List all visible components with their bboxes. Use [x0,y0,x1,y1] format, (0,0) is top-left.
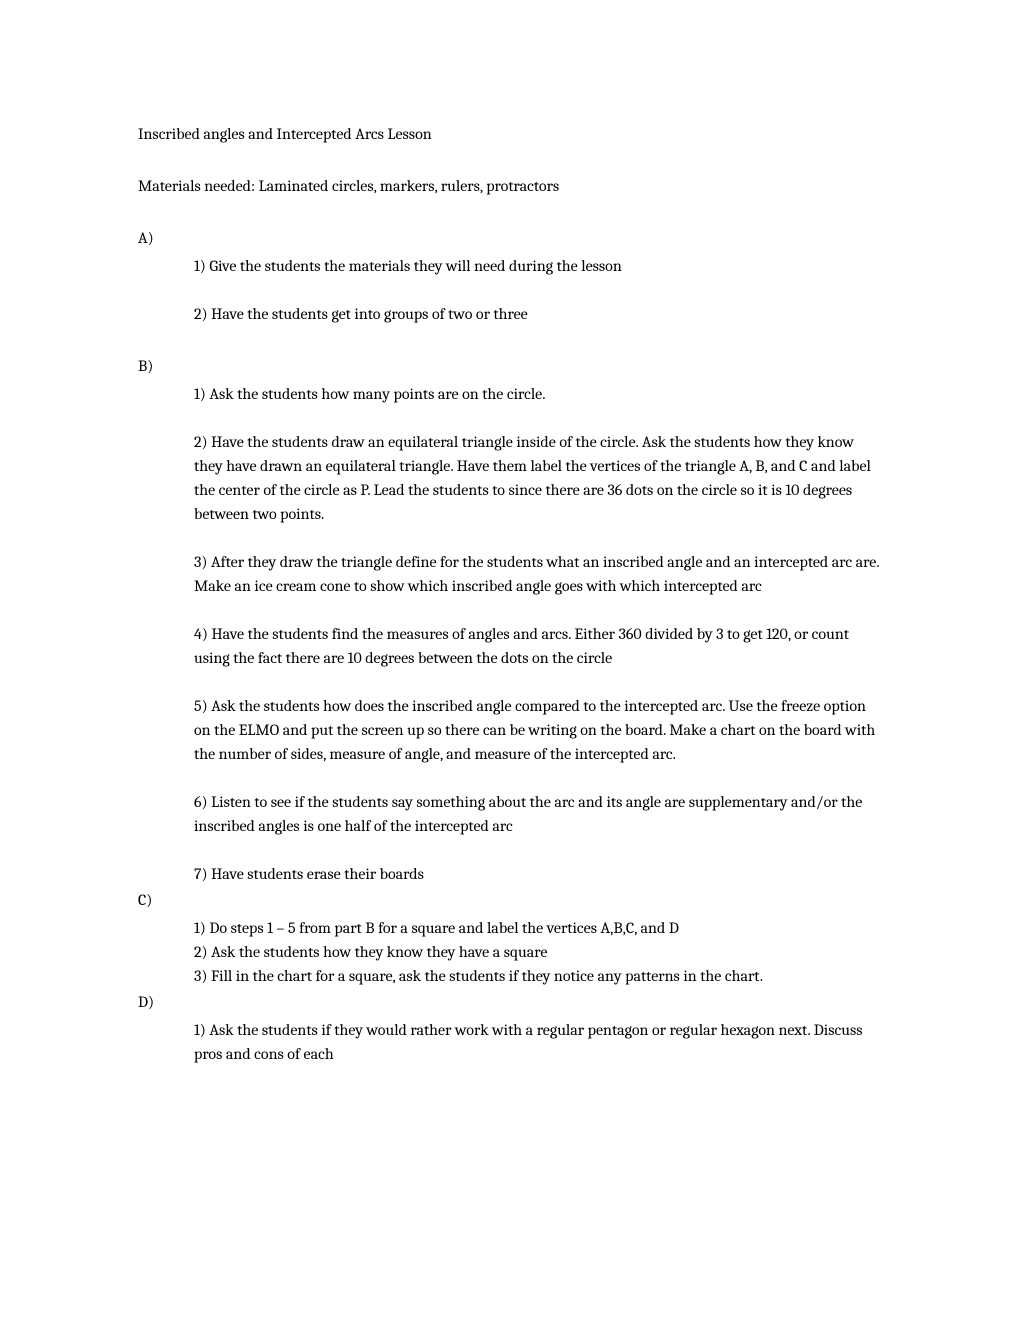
section-d-content: 1) Ask the students if they would rather… [138,1018,882,1066]
section-b-item-7: 7) Have students erase their boards [194,862,882,886]
section-b-item-5: 5) Ask the students how does the inscrib… [194,694,882,766]
section-d: D) 1) Ask the students if they would rat… [138,990,882,1066]
section-b-label: B) [138,354,882,378]
section-a-label: A) [138,226,882,250]
section-c-label: C) [138,888,882,912]
section-b: B) 1) Ask the students how many points a… [138,354,882,886]
section-c-item-2: 2) Ask the students how they know they h… [194,940,882,964]
section-a-item-2: 2) Have the students get into groups of … [194,302,882,326]
section-a: A) 1) Give the students the materials th… [138,226,882,326]
section-c-content: 1) Do steps 1 – 5 from part B for a squa… [138,916,882,988]
section-d-label: D) [138,990,882,1014]
section-c-item-1: 1) Do steps 1 – 5 from part B for a squa… [194,916,882,940]
section-b-item-2: 2) Have the students draw an equilateral… [194,430,882,526]
materials-needed: Materials needed: Laminated circles, mar… [138,174,882,198]
section-c-item-3: 3) Fill in the chart for a square, ask t… [194,964,882,988]
section-d-item-1: 1) Ask the students if they would rather… [194,1018,882,1066]
section-c: C) 1) Do steps 1 – 5 from part B for a s… [138,888,882,988]
section-b-item-6: 6) Listen to see if the students say som… [194,790,882,838]
section-a-item-1: 1) Give the students the materials they … [194,254,882,278]
section-b-content: 1) Ask the students how many points are … [138,382,882,886]
section-b-item-3: 3) After they draw the triangle define f… [194,550,882,598]
section-b-item-4: 4) Have the students find the measures o… [194,622,882,670]
section-b-item-1: 1) Ask the students how many points are … [194,382,882,406]
section-a-content: 1) Give the students the materials they … [138,254,882,326]
page-title: Inscribed angles and Intercepted Arcs Le… [138,122,882,146]
